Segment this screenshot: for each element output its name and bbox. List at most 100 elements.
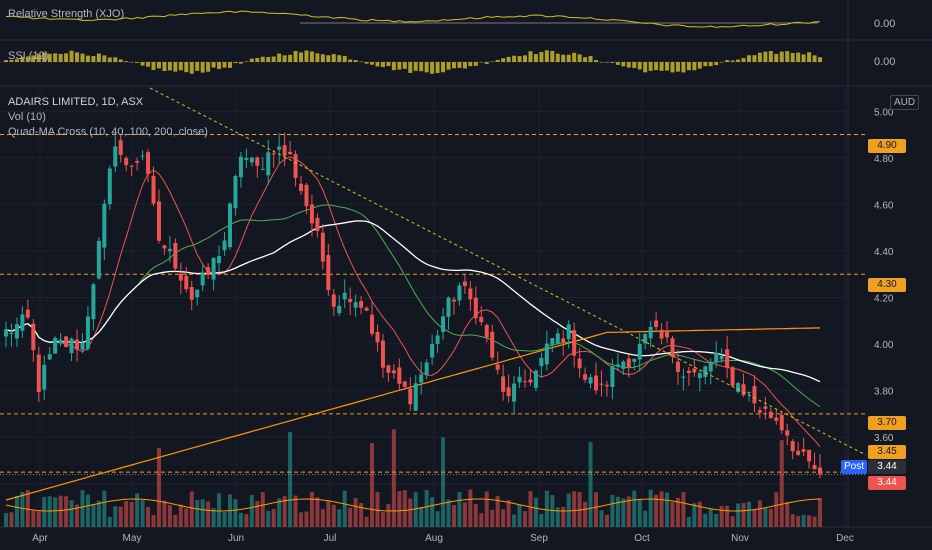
volume-bar (807, 515, 812, 527)
ssi-bar (397, 62, 402, 70)
ssi-bar (293, 51, 298, 62)
ssi-bar (697, 62, 702, 69)
candle-body (419, 374, 424, 383)
ssi-bar (364, 62, 369, 64)
volume-bar (544, 490, 549, 527)
candle-body (763, 406, 768, 409)
ssi-bar (632, 62, 637, 69)
volume-bar (610, 494, 615, 527)
candle-body (359, 301, 364, 308)
candle-body (69, 338, 74, 354)
volume-bar (107, 516, 112, 527)
volume-bar (42, 496, 47, 527)
candle-body (53, 337, 58, 354)
volume-bar (490, 509, 495, 527)
volume-bar (670, 502, 675, 527)
y-tick-label: 3.80 (874, 387, 894, 398)
volume-bar (790, 514, 795, 527)
volume-bar (233, 499, 238, 527)
ssi-bar (757, 52, 762, 62)
candle-body (331, 294, 336, 307)
ssi-bar (299, 52, 304, 62)
ma-legend[interactable]: Quad-MA Cross (10, 40, 100, 200, close) (8, 126, 208, 138)
price-label-490: 4.90 (868, 139, 906, 153)
volume-bar (692, 503, 697, 527)
ssi-bar (64, 53, 69, 62)
candle-body (533, 370, 538, 388)
candle-body (58, 339, 63, 344)
candle-body (211, 257, 216, 280)
volume-bar (435, 511, 440, 527)
volume-bar (217, 493, 222, 527)
x-tick-label: Aug (425, 533, 443, 544)
ssi-bar (544, 50, 549, 62)
ssi-bar (746, 55, 751, 62)
candle-body (20, 314, 25, 331)
volume-bar (364, 516, 369, 527)
volume-bar (539, 513, 544, 527)
candle-body (703, 366, 708, 377)
volume-bar (588, 441, 593, 527)
currency-badge[interactable]: AUD (890, 95, 920, 110)
candle-body (271, 153, 276, 155)
ssi-bar (359, 61, 364, 63)
ssi-bar (796, 52, 801, 62)
volume-bar (211, 508, 216, 527)
volume-bar (430, 497, 435, 527)
candle-body (501, 376, 506, 392)
volume-bar (36, 511, 41, 527)
volume-bar (348, 507, 353, 527)
volume-legend[interactable]: Vol (10) (8, 111, 46, 123)
ssi-bar (353, 60, 358, 62)
candle-body (348, 298, 353, 303)
ssi-bar (129, 62, 134, 63)
candle-body (484, 325, 489, 338)
volume-bar (64, 496, 69, 527)
candles (4, 132, 822, 479)
volume-bar (271, 509, 276, 527)
ssi-bar (4, 60, 8, 62)
ssi-bar (506, 56, 511, 62)
volume-bar (222, 511, 227, 527)
ssi-bar (604, 62, 609, 63)
ssi-bar (173, 62, 178, 72)
candle-body (736, 383, 741, 392)
candle-body (807, 449, 812, 462)
volume-bar (555, 507, 560, 527)
candle-body (697, 373, 702, 378)
candle-body (315, 217, 320, 232)
candle-body (42, 364, 47, 390)
ssi-bar (222, 62, 227, 68)
candle-body (299, 183, 304, 192)
volume-bar (342, 490, 347, 527)
volume-bar (626, 496, 631, 527)
ssi-bar (9, 59, 14, 62)
candle-body (435, 335, 440, 344)
ssi-bar (342, 55, 347, 62)
ssi-bar (375, 62, 380, 67)
candle-body (14, 324, 19, 339)
trendline (149, 87, 867, 456)
ssi-bar (533, 54, 538, 62)
ssi-bar (730, 60, 735, 62)
candle-body (714, 352, 719, 363)
y-tick-label: 4.00 (874, 340, 894, 351)
candle-body (80, 342, 85, 350)
ssi-bar (495, 59, 500, 62)
ssi-bar (118, 59, 123, 62)
candle-body (430, 344, 435, 358)
volume-bar (386, 503, 391, 527)
ssi-bar (107, 57, 112, 62)
volume-bar (522, 511, 527, 527)
ssi-bar (539, 52, 544, 62)
volume-bar (397, 491, 402, 527)
volume-bar (249, 494, 254, 527)
symbol-legend[interactable]: ADAIRS LIMITED, 1D, ASX (8, 96, 144, 108)
candle-body (249, 157, 254, 163)
y-tick-label: 4.40 (874, 247, 894, 258)
ssi-bar (249, 58, 254, 62)
ssi-bar (468, 62, 473, 67)
candle-body (604, 384, 609, 387)
